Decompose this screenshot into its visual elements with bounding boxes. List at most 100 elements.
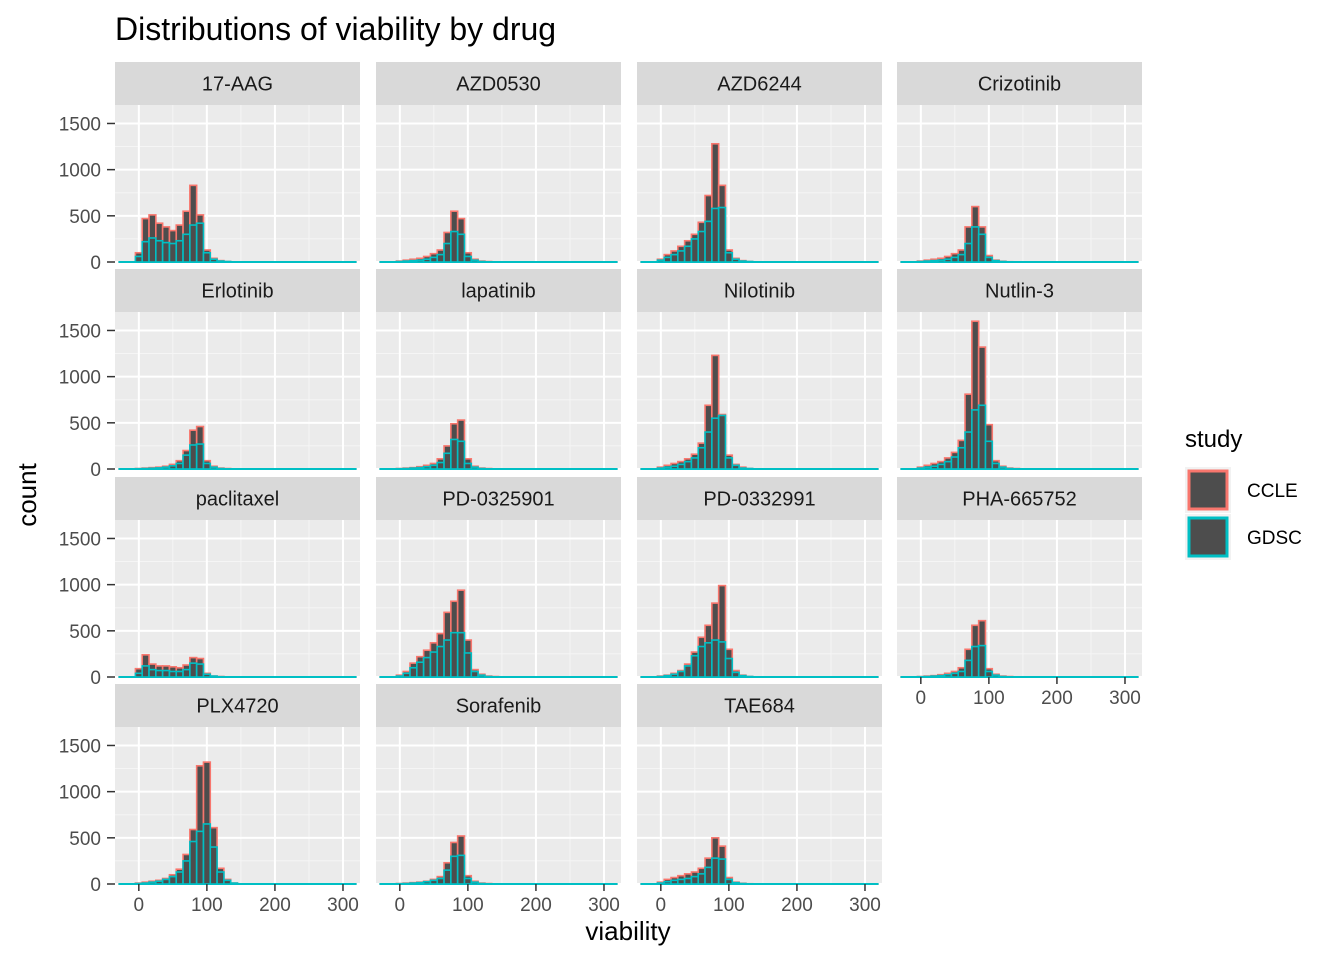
histogram-bar (443, 452, 452, 470)
histogram-bar (943, 258, 953, 263)
histogram-bar (717, 206, 727, 263)
histogram-bar (663, 674, 672, 678)
histogram-bar (470, 881, 479, 885)
x-tick-label: 100 (191, 895, 223, 916)
histogram-bar (436, 253, 445, 263)
facet-strip-label: PD-0332991 (703, 489, 815, 511)
histogram-bar (436, 877, 445, 885)
legend-label: GDSC (1247, 528, 1302, 549)
histogram-bar (456, 854, 466, 885)
histogram-bar (209, 675, 218, 678)
histogram-bar (964, 659, 973, 678)
panel-background (897, 520, 1142, 677)
histogram-bar (161, 669, 171, 678)
histogram-bar (711, 417, 720, 470)
histogram-bar (436, 645, 445, 678)
histogram-bar (937, 259, 946, 263)
x-tick-label: 0 (916, 688, 927, 709)
facet-panel-crizotinib: Crizotinib (897, 62, 1142, 263)
y-tick-label: 0 (90, 460, 101, 481)
x-tick-label: 200 (781, 895, 813, 916)
facet-panel-lapatinib: lapatinib (376, 269, 621, 470)
panel-background (115, 312, 360, 469)
histogram-bar (930, 465, 939, 470)
histogram-bar (202, 823, 212, 885)
histogram-bar (717, 858, 727, 885)
histogram-bar (957, 446, 966, 470)
histogram-bar (134, 255, 144, 263)
histogram-bar (175, 871, 184, 885)
histogram-bar (984, 256, 994, 263)
y-tick-label: 500 (69, 829, 101, 850)
histogram-bar (189, 224, 198, 263)
series-gdsc (900, 226, 1139, 263)
y-tick-label: 0 (90, 668, 101, 689)
histogram-bar (738, 674, 747, 678)
histogram-bar (683, 460, 693, 470)
facet-panel-paclitaxel: paclitaxel 0 500 1000 1500 (59, 477, 360, 689)
histogram-bar (950, 256, 960, 263)
histogram-bar (141, 240, 150, 263)
histogram-bar (477, 674, 486, 678)
series-gdsc (640, 639, 879, 678)
histogram-bar (450, 230, 459, 263)
histogram-bar (690, 457, 700, 470)
histogram-bar (416, 259, 425, 263)
panel-background (115, 520, 360, 677)
panel-background (376, 727, 621, 884)
facet-strip-label: AZD6244 (717, 74, 802, 96)
facet-strip (897, 269, 1142, 312)
histogram-bar (429, 879, 439, 885)
histogram-bar (422, 880, 432, 885)
y-tick-label: 1000 (59, 783, 101, 804)
legend-item-ccle: CCLE (1185, 467, 1298, 513)
facet-strip-label: PD-0325901 (442, 489, 554, 511)
series-gdsc (118, 823, 357, 885)
histogram-bar (704, 431, 713, 470)
series-gdsc (379, 230, 618, 263)
x-tick-label: 200 (520, 895, 552, 916)
histogram-bar (470, 670, 479, 678)
x-axis-title: viability (585, 916, 670, 946)
histogram-bar (195, 663, 205, 678)
histogram-bar (155, 467, 164, 470)
facet-strip (376, 684, 621, 727)
facet-strip (637, 62, 882, 105)
histogram-bar (923, 260, 932, 263)
histogram-bar (161, 241, 171, 263)
y-tick-label: 1000 (59, 368, 101, 389)
x-tick-label: 100 (713, 895, 745, 916)
y-tick-label: 500 (69, 622, 101, 643)
histogram-bar (717, 641, 727, 678)
histogram-bar (463, 462, 473, 470)
panel-background (637, 727, 882, 884)
histogram-bar (175, 239, 184, 263)
histogram-bar (216, 871, 225, 885)
histogram-bar (195, 443, 205, 470)
histogram-bar (930, 675, 939, 678)
histogram-bar (443, 869, 452, 885)
histogram-bar (141, 882, 150, 885)
histogram-bar (443, 639, 452, 678)
histogram-bar (964, 431, 973, 470)
x-tick-label: 0 (395, 895, 406, 916)
histogram-bar (724, 657, 734, 678)
y-tick-label: 1000 (59, 576, 101, 597)
histogram-bar (656, 882, 666, 885)
histogram-bar (731, 671, 740, 678)
histogram-bar (916, 467, 926, 470)
series-gdsc (118, 443, 357, 470)
histogram-bar (141, 665, 150, 678)
series-gdsc (379, 438, 618, 470)
histogram-bar (161, 466, 171, 470)
histogram-bar (395, 675, 405, 678)
x-tick-label: 300 (1109, 688, 1141, 709)
histogram-bar (738, 467, 747, 470)
panel-background (637, 520, 882, 677)
legend-label: CCLE (1247, 481, 1298, 502)
facet-panel-tae684: TAE684 0 100 200 300 (637, 684, 882, 916)
histogram-bar (690, 654, 700, 678)
histogram-bar (937, 674, 946, 678)
histogram-bar (148, 237, 157, 263)
histogram-bar (168, 875, 178, 885)
